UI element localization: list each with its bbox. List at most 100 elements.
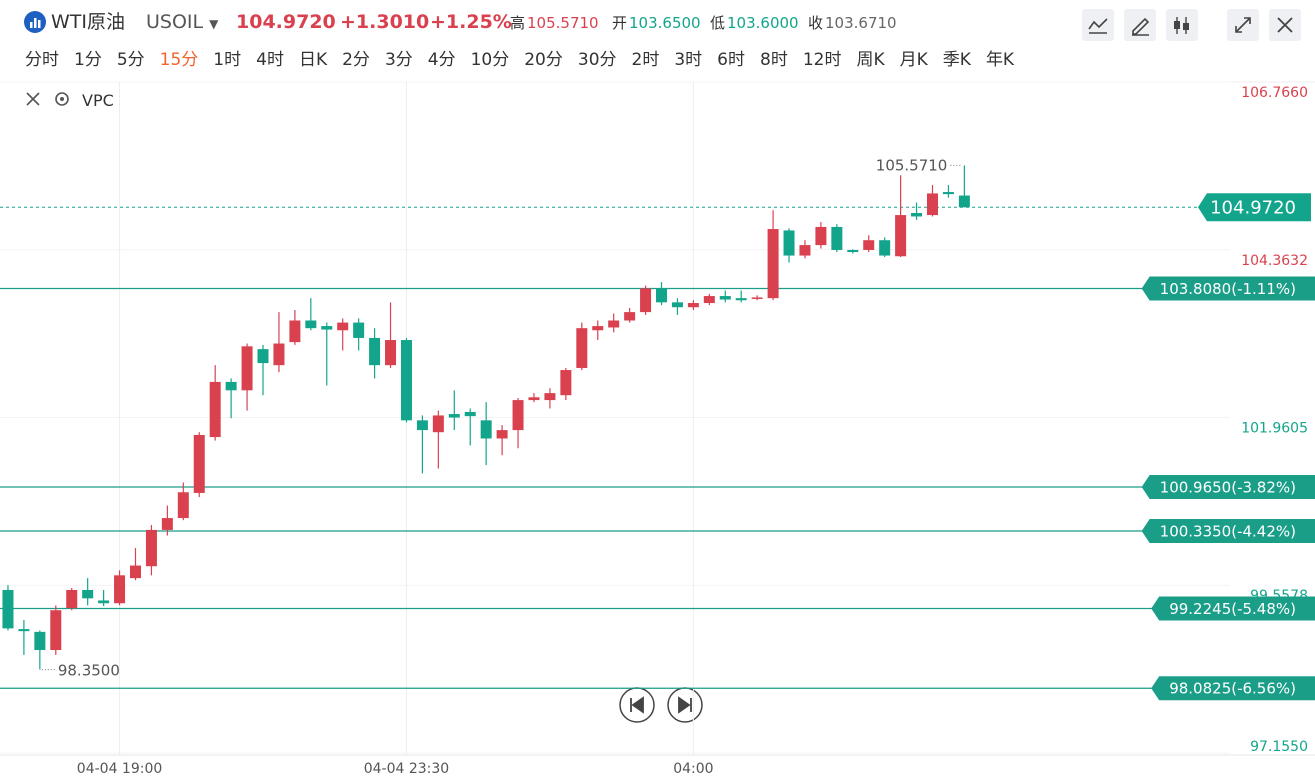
timeframe-option[interactable]: 周K bbox=[856, 50, 885, 70]
timeframe-option[interactable]: 1分 bbox=[74, 50, 102, 70]
stat-value: 103.6000 bbox=[727, 14, 799, 32]
timeframe-option[interactable]: 12时 bbox=[802, 50, 842, 70]
indicator-controls: VPC bbox=[26, 91, 114, 110]
chart-type-button[interactable] bbox=[1166, 9, 1198, 41]
price-level-label: 103.8080(-1.11%) bbox=[1160, 280, 1296, 298]
candle-body bbox=[576, 328, 588, 368]
price-change: +1.3010 bbox=[340, 11, 430, 33]
candle-body bbox=[592, 326, 604, 331]
candle-body bbox=[831, 226, 843, 250]
y-tick-label: 97.1550 bbox=[1250, 739, 1308, 755]
candle-body bbox=[273, 343, 285, 366]
candle-body bbox=[544, 393, 556, 401]
candle-body bbox=[145, 529, 157, 567]
candle-body bbox=[464, 411, 476, 417]
candle-body bbox=[82, 589, 94, 599]
line-tool-button[interactable] bbox=[1082, 9, 1114, 41]
candle-body bbox=[305, 320, 317, 329]
dropdown-caret: ▼ bbox=[209, 17, 219, 31]
timeframe-option[interactable]: 6时 bbox=[717, 50, 745, 70]
candle-body bbox=[400, 340, 412, 421]
candle-body bbox=[18, 629, 30, 632]
timeframe-option[interactable]: 年K bbox=[985, 50, 1015, 70]
symbol-name: WTI原油 bbox=[51, 11, 125, 33]
symbol-code: USOIL bbox=[146, 11, 204, 33]
candle-body bbox=[432, 415, 444, 433]
timeframe-option[interactable]: 日K bbox=[298, 50, 328, 70]
playback-controls bbox=[619, 687, 703, 723]
draw-tool-button[interactable] bbox=[1124, 9, 1156, 41]
last-price: 104.9720 bbox=[236, 11, 336, 33]
y-tick-label: 101.9605 bbox=[1241, 421, 1308, 437]
candle-body bbox=[177, 492, 189, 519]
timeframe-option[interactable]: 4时 bbox=[256, 50, 284, 70]
candle-body bbox=[129, 565, 141, 579]
price-change-percent: +1.25% bbox=[430, 11, 512, 33]
price-level-label: 100.9650(-3.82%) bbox=[1160, 479, 1296, 497]
timeframe-option[interactable]: 10分 bbox=[470, 50, 510, 70]
stat-value: 103.6710 bbox=[825, 14, 897, 32]
timeframe-option[interactable]: 季K bbox=[942, 50, 971, 70]
stat-value: 105.5710 bbox=[527, 14, 599, 32]
timeframe-option[interactable]: 3时 bbox=[674, 50, 703, 70]
candle-body bbox=[241, 346, 253, 391]
candle-body bbox=[879, 240, 891, 256]
timeframe-option[interactable]: 2时 bbox=[631, 50, 660, 70]
symbol-icon bbox=[24, 11, 46, 33]
stat-item: 低 103.6000 bbox=[710, 12, 799, 34]
candle-body bbox=[448, 414, 460, 418]
x-tick-label: 04-04 23:30 bbox=[364, 761, 449, 777]
timeframe-option[interactable]: 20分 bbox=[524, 50, 563, 70]
low-label: 98.3500 bbox=[58, 662, 120, 680]
close-indicator[interactable] bbox=[26, 92, 40, 106]
last-price-tag bbox=[1198, 193, 1311, 222]
price-level-tag bbox=[1151, 596, 1315, 621]
timeframe-option[interactable]: 月K bbox=[899, 50, 928, 70]
candle-body bbox=[257, 349, 269, 364]
timeframe-option[interactable]: 2分 bbox=[342, 50, 370, 70]
y-tick-label: 104.3632 bbox=[1241, 253, 1308, 269]
fullscreen-button[interactable] bbox=[1227, 9, 1259, 41]
timeframe-option[interactable]: 5分 bbox=[116, 50, 145, 70]
candle-body bbox=[480, 420, 492, 439]
y-tick-label: 106.7660 bbox=[1241, 85, 1308, 101]
candle-body bbox=[161, 518, 173, 530]
candle-body bbox=[926, 193, 938, 216]
timeframe-option[interactable]: 分时 bbox=[25, 50, 59, 70]
timeframe-option[interactable]: 30分 bbox=[577, 50, 617, 70]
candle-body bbox=[815, 226, 827, 246]
candle-body bbox=[34, 631, 46, 651]
candle-body bbox=[416, 420, 428, 431]
candle-body bbox=[496, 430, 508, 439]
candle-body bbox=[98, 600, 110, 604]
timeframe-bar: 分时 1分 5分 15分 1时 4时 日K 2分 3分 4分 10分 20分 30分 2时 3时 6时 8时 12… bbox=[25, 48, 1014, 72]
last-price-label: 104.9720 bbox=[1210, 198, 1296, 219]
timeframe-option[interactable]: 4分 bbox=[427, 50, 456, 70]
close-button[interactable] bbox=[1269, 9, 1301, 41]
timeframe-option[interactable]: 1时 bbox=[213, 50, 242, 70]
indicator-name: VPC bbox=[82, 91, 114, 110]
timeframe-option[interactable]: 15分 bbox=[159, 50, 199, 70]
stat-item: 开 103.6500 bbox=[612, 12, 701, 34]
timeframe-option[interactable]: 8时 bbox=[760, 50, 788, 70]
price-level-tag bbox=[1151, 676, 1315, 701]
candle-body bbox=[942, 192, 954, 195]
timeframe-option[interactable]: 3分 bbox=[384, 50, 413, 70]
stat-label: 开 bbox=[612, 14, 628, 32]
indicator-settings[interactable] bbox=[55, 92, 69, 106]
candle-body bbox=[624, 312, 636, 321]
price-level-tag bbox=[1141, 475, 1315, 500]
stat-item: 高 105.5710 bbox=[510, 12, 599, 34]
x-tick-label: 04-04 19:00 bbox=[77, 761, 162, 777]
candle-body bbox=[847, 249, 859, 253]
indicator-settings-dot bbox=[60, 97, 64, 101]
candle-body bbox=[385, 340, 397, 366]
symbol-dropdown[interactable]: USOIL ▼ bbox=[146, 10, 218, 36]
grid bbox=[0, 81, 1230, 755]
price-level-label: 99.2245(-5.48%) bbox=[1169, 600, 1296, 618]
candle-body bbox=[895, 215, 907, 257]
price-level-tag bbox=[1141, 518, 1315, 543]
high-label: 105.5710 bbox=[876, 156, 948, 174]
price-level-label: 98.0825(-6.56%) bbox=[1169, 680, 1296, 698]
